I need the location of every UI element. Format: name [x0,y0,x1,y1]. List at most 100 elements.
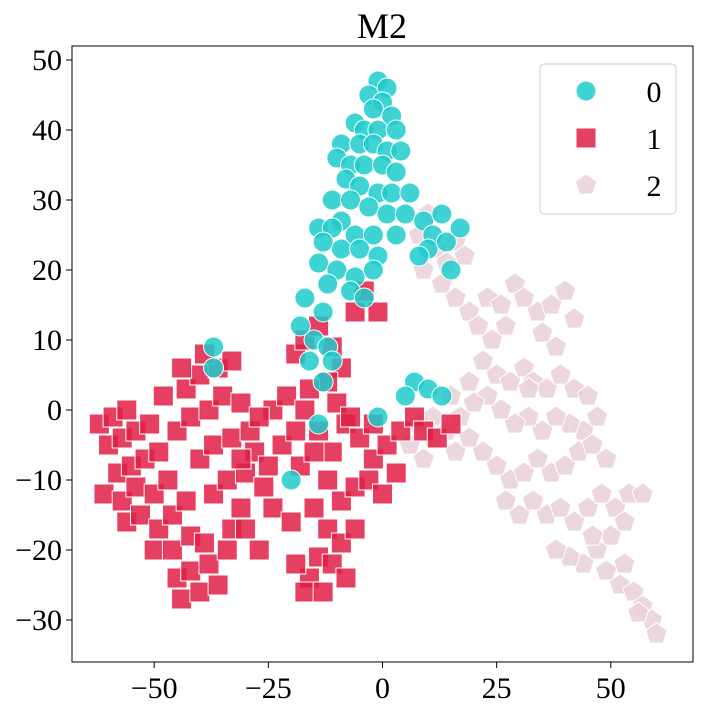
x-tick-label: 50 [596,672,626,705]
point-series-0 [308,413,330,435]
point-series-1 [161,539,183,561]
point-series-2 [526,447,549,469]
point-series-0 [308,252,330,274]
point-series-1 [216,539,238,561]
point-series-2 [631,482,654,504]
point-series-0 [431,203,453,225]
point-series-2 [613,552,636,574]
point-series-2 [480,328,504,350]
point-series-2 [553,279,577,301]
point-series-0 [312,301,334,323]
point-series-1 [372,483,393,505]
point-series-0 [294,287,316,309]
point-series-2 [494,489,517,511]
point-series-1 [303,497,325,519]
point-series-1 [276,385,298,407]
point-series-1 [440,413,462,435]
point-series-0 [312,371,334,393]
legend-box [539,63,677,215]
point-series-1 [203,434,225,456]
point-series-1 [116,399,138,421]
point-series-2 [645,622,668,644]
point-series-0 [367,406,389,428]
point-series-1 [340,406,362,428]
point-series-1 [143,539,165,561]
point-series-2 [595,447,618,469]
point-series-1 [235,518,257,540]
y-tick-label: −10 [15,464,62,497]
point-series-1 [253,476,275,498]
point-series-0 [321,189,343,211]
point-series-2 [544,405,568,427]
y-tick-label: −30 [15,604,62,637]
point-series-2 [467,314,490,336]
legend: 0 1 2 [539,63,677,215]
y-tick-label: 10 [32,324,62,357]
point-series-2 [613,510,636,532]
point-series-1 [193,532,215,554]
point-series-1 [230,497,252,519]
point-series-0 [203,357,225,379]
point-series-0 [362,259,384,281]
y-tick-label: 0 [47,394,62,427]
point-series-0 [431,385,453,407]
point-series-0 [381,182,403,204]
point-series-2 [444,286,467,308]
legend-label: 0 [647,76,662,109]
point-series-2 [471,349,495,371]
point-series-0 [280,469,302,491]
point-series-2 [544,335,568,357]
point-series-2 [627,601,650,623]
point-series-2 [590,482,613,504]
point-series-1 [335,567,357,589]
point-series-0 [390,140,412,162]
legend-marker-0 [575,80,597,102]
point-series-0 [449,217,471,239]
point-series-0 [362,224,384,246]
point-series-0 [312,231,334,253]
point-series-2 [494,314,517,336]
point-series-1 [148,441,170,463]
point-series-1 [171,588,193,610]
chart-title: M2 [357,6,407,46]
point-series-1 [152,385,174,407]
point-series-2 [595,559,618,581]
point-series-1 [385,462,407,484]
point-series-1 [180,406,202,428]
point-series-1 [189,581,211,603]
point-series-1 [317,469,339,491]
point-series-1 [93,483,115,505]
point-series-0 [321,350,343,372]
point-series-1 [303,441,325,463]
point-series-1 [221,350,243,372]
point-series-1 [175,490,197,512]
x-tick-label: −50 [131,672,178,705]
point-series-0 [385,161,407,183]
point-series-2 [485,454,508,476]
point-series-0 [349,238,371,260]
point-series-1 [285,420,307,442]
point-series-2 [471,440,495,462]
point-series-1 [171,357,193,379]
point-series-2 [549,496,572,518]
point-series-2 [462,391,486,413]
point-series-2 [544,538,568,560]
point-series-1 [367,301,389,323]
point-series-0 [399,182,421,204]
point-series-1 [257,455,279,477]
x-tick-label: −25 [245,672,292,705]
y-tick-label: 40 [32,114,62,147]
point-series-1 [230,448,252,470]
point-series-0 [340,189,362,211]
point-series-0 [289,315,311,337]
legend-label: 2 [647,170,662,203]
point-series-2 [453,244,476,266]
point-series-1 [344,518,366,540]
point-series-0 [408,245,430,267]
point-series-0 [353,287,375,309]
point-series-1 [180,560,202,582]
x-axis: −50 −25 0 25 50 [131,662,626,705]
y-axis: −30 −20 −10 0 10 20 30 40 50 [15,44,72,637]
point-series-2 [412,447,435,469]
